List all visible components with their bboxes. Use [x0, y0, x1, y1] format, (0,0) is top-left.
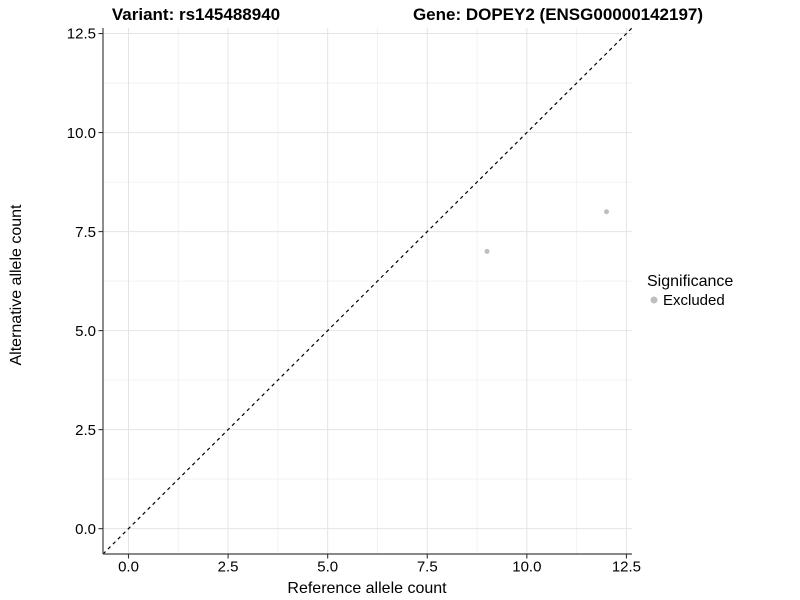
plot-title-gene: Gene: DOPEY2 (ENSG00000142197)	[413, 5, 703, 24]
major-gridlines	[103, 28, 632, 554]
data-points-layer	[484, 209, 610, 254]
y-tick-label: 2.5	[75, 422, 96, 439]
x-axis-title: Reference allele count	[287, 580, 447, 597]
y-tick-label: 0.0	[75, 521, 96, 538]
y-tick-label: 5.0	[75, 323, 96, 340]
minor-gridlines	[103, 28, 632, 554]
x-tick-label: 10.0	[512, 559, 541, 576]
data-point	[484, 248, 490, 254]
legend-marker-excluded-icon	[650, 296, 658, 304]
x-tick-label: 2.5	[218, 559, 239, 576]
legend-title: Significance	[647, 273, 733, 290]
x-tick-label: 5.0	[317, 559, 338, 576]
y-tick-label: 12.5	[67, 26, 96, 43]
axes-layer: 0.0 2.5 5.0 7.5 10.0 12.5 0.0 2.5 5.0 7.5 10.0 12.5	[67, 26, 641, 576]
data-point	[604, 209, 610, 215]
identity-dashed-line	[102, 27, 633, 555]
legend: Significance Excluded	[647, 273, 733, 309]
y-tick-label: 10.0	[67, 125, 96, 142]
x-tick-label: 0.0	[118, 559, 139, 576]
x-tick-label: 7.5	[417, 559, 438, 576]
identity-line-layer	[102, 27, 633, 555]
x-tick-label: 12.5	[612, 559, 641, 576]
legend-item-excluded: Excluded	[663, 292, 725, 309]
plot-title-variant: Variant: rs145488940	[112, 5, 280, 24]
y-axis-title: Alternative allele count	[8, 204, 25, 366]
y-tick-label: 7.5	[75, 224, 96, 241]
